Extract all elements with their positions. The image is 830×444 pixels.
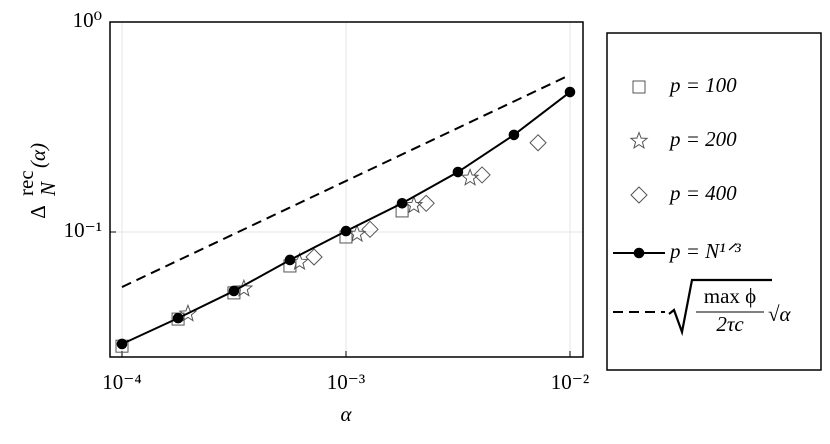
x-tick-label: 10⁻³ xyxy=(327,370,365,394)
plot-background xyxy=(110,22,583,357)
circle-marker xyxy=(340,225,352,237)
series-line xyxy=(121,73,571,288)
circle-marker xyxy=(284,254,296,266)
diamond-marker xyxy=(305,248,323,266)
legend-denominator: 2τc xyxy=(716,312,744,336)
legend-numerator: max ϕ xyxy=(704,284,756,308)
square-marker xyxy=(632,80,646,94)
sqrt-sign xyxy=(668,278,772,337)
x-tick-label: 10⁻⁴ xyxy=(102,370,141,394)
y-label-arg: (α) xyxy=(26,143,50,168)
legend-factor: √α xyxy=(768,302,792,326)
circle-marker xyxy=(452,166,464,178)
diamond-marker xyxy=(529,134,547,152)
legend-label: p = 100 xyxy=(668,73,737,97)
x-tick-label: 10⁻² xyxy=(551,370,589,394)
legend-label: p = N¹ᐟ³ xyxy=(668,239,741,263)
circle-marker xyxy=(116,338,128,350)
y-label-base: Δ xyxy=(26,205,50,219)
legend-label: p = 200 xyxy=(668,127,737,151)
circle-marker xyxy=(508,129,520,141)
diamond-marker xyxy=(630,186,648,204)
plot-frame xyxy=(109,21,584,358)
star-marker xyxy=(629,131,649,150)
y-label-sup: rec xyxy=(14,170,38,196)
diamond-marker xyxy=(417,194,435,213)
circle-marker xyxy=(564,86,576,98)
circle-marker xyxy=(228,285,240,297)
x-axis-label: α xyxy=(340,402,352,426)
y-label-sub: N xyxy=(36,181,60,197)
circle-marker xyxy=(396,197,408,209)
legend-label: p = 400 xyxy=(668,181,737,205)
diamond-marker xyxy=(473,166,491,184)
star-marker xyxy=(460,167,480,186)
diamond-marker xyxy=(361,220,379,239)
y-tick-label: 10⁻¹ xyxy=(64,218,102,242)
circle-marker xyxy=(633,247,645,259)
legend-box xyxy=(606,32,822,371)
y-axis-label: Δ N rec (α) xyxy=(14,143,60,219)
star-marker xyxy=(404,195,424,214)
y-tick-label: 10⁰ xyxy=(73,8,102,32)
circle-marker xyxy=(172,312,184,324)
star-marker xyxy=(234,278,254,297)
